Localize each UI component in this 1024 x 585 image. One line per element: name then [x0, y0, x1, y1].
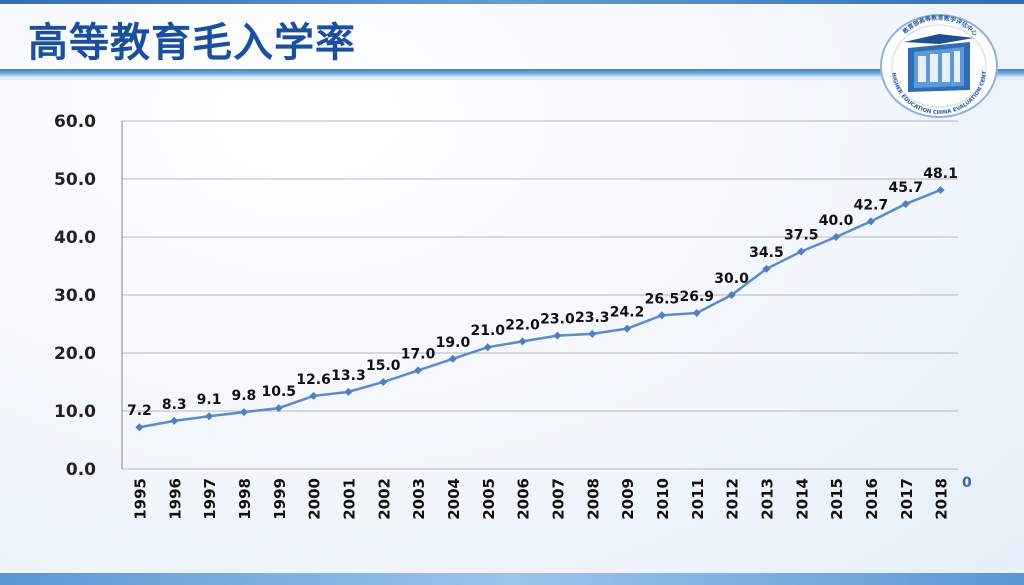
data-label: 45.7 [888, 180, 923, 196]
x-tick-label: 2011 [689, 478, 707, 520]
data-label: 30.0 [714, 271, 749, 287]
x-tick-label: 2012 [724, 478, 742, 520]
data-point [901, 199, 910, 208]
data-label: 9.1 [197, 392, 222, 408]
data-label: 22.0 [505, 317, 540, 333]
x-tick-label: 2014 [793, 478, 811, 520]
data-point [588, 329, 597, 338]
data-label: 40.0 [819, 213, 854, 229]
x-tick-label: 2007 [549, 478, 567, 520]
data-point [135, 423, 144, 432]
data-label: 19.0 [436, 335, 471, 351]
data-label: 26.9 [679, 289, 714, 305]
x-tick-label: 2001 [340, 478, 358, 520]
data-point [309, 391, 318, 400]
data-point [344, 387, 353, 396]
x-tick-label: 2000 [306, 478, 324, 520]
data-labels: 7.2 8.3 9.1 9.8 10.512.6 13.315.017.019.021.0… [127, 166, 958, 419]
data-label: 21.0 [470, 323, 505, 339]
y-tick-label: 60.0 [54, 112, 96, 132]
x-tick-label: 2010 [654, 478, 672, 520]
x-tick-label: 2005 [480, 478, 498, 520]
gridlines [122, 120, 958, 470]
data-label: 13.3 [331, 368, 366, 384]
y-tick-label: 10.0 [54, 402, 96, 422]
series-enrollment-rate [135, 186, 945, 432]
x-tick-label: 2013 [758, 478, 776, 520]
x-tick-label: 1996 [166, 478, 184, 520]
y-tick-label: 30.0 [54, 286, 96, 306]
logo-building-icon [904, 34, 974, 92]
x-tick-label: 2008 [584, 478, 602, 520]
x-tick-label: 1997 [201, 478, 219, 520]
data-label: 7.2 [127, 403, 152, 419]
data-point [762, 264, 771, 273]
data-point [692, 308, 701, 317]
data-point [797, 247, 806, 256]
x-tick-label: 2002 [375, 478, 393, 520]
stray-mark: 0 [962, 475, 972, 491]
x-tick-label: 2003 [410, 478, 428, 520]
y-tick-label: 40.0 [54, 228, 96, 248]
data-point [205, 412, 214, 421]
data-point [170, 416, 179, 425]
data-point [518, 337, 527, 346]
data-point [483, 343, 492, 352]
data-point [727, 291, 736, 299]
x-tick-label: 2018 [933, 478, 951, 520]
data-point [866, 217, 875, 226]
data-label: 26.5 [645, 291, 680, 307]
data-label: 23.0 [540, 312, 575, 328]
y-tick-label: 0.0 [66, 460, 96, 480]
data-point [379, 378, 388, 386]
data-label: 23.3 [575, 310, 610, 326]
data-label: 12.6 [296, 372, 331, 388]
data-point [832, 233, 841, 241]
slide-title: 高等教育毛入学率 [28, 20, 356, 66]
data-label: 17.0 [401, 346, 436, 362]
data-point [936, 186, 945, 195]
data-point [414, 366, 423, 375]
x-tick-label: 2009 [619, 478, 637, 520]
data-label: 8.3 [162, 397, 187, 413]
x-tick-label: 2006 [515, 478, 533, 520]
title-underline-band [0, 69, 1024, 77]
x-tick-label: 2004 [445, 478, 463, 520]
data-point [274, 404, 283, 413]
data-label: 37.5 [784, 228, 819, 244]
y-tick-label: 20.0 [54, 344, 96, 364]
series-line [139, 188, 942, 429]
x-tick-label: 1998 [236, 478, 254, 520]
data-label: 42.7 [854, 197, 889, 213]
data-label: 15.0 [366, 358, 401, 374]
top-rule [0, 0, 1024, 4]
x-tick-label: 2015 [828, 478, 846, 520]
x-tick-label: 2016 [863, 478, 881, 520]
data-label: 10.5 [261, 384, 296, 400]
title-underline-band-light [0, 77, 1024, 80]
data-point [448, 354, 457, 363]
data-point [553, 331, 562, 340]
x-tick-label: 1999 [271, 478, 289, 520]
data-point [239, 408, 248, 417]
building-seal-icon: HIGHER EDUCATION CHINA EVALUATION CENTER… [878, 12, 998, 118]
data-label: 34.5 [749, 245, 784, 261]
bottom-band [0, 573, 1024, 585]
data-label: 48.1 [923, 166, 958, 182]
data-label: 9.8 [232, 388, 257, 404]
data-point [657, 311, 666, 320]
x-tick-label: 2017 [898, 478, 916, 520]
x-tick-label: 1995 [131, 478, 149, 520]
data-point [623, 324, 632, 333]
y-tick-label: 50.0 [54, 170, 96, 190]
axes: 0.0 10.0 20.0 30.0 40.0 50.0 60.0 1995 1996 1997 1… [54, 112, 951, 520]
data-label: 24.2 [610, 305, 645, 321]
